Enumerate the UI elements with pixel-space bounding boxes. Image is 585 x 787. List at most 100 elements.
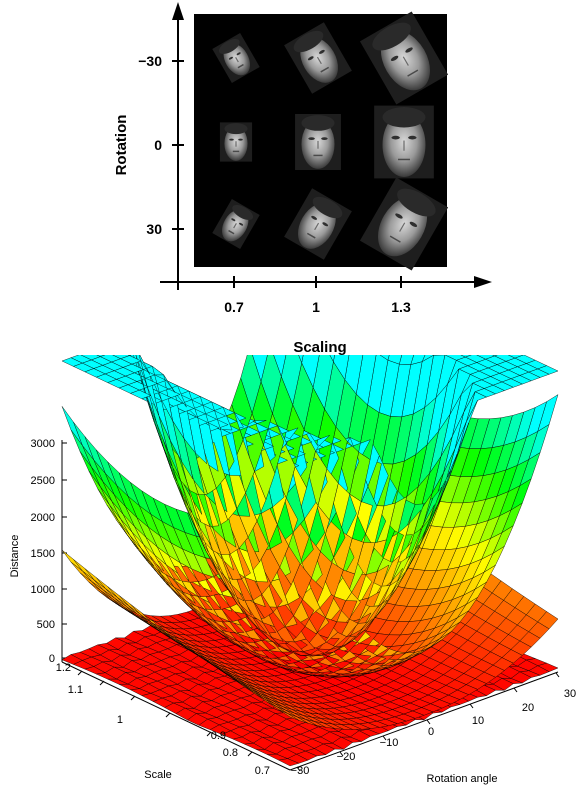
surface-patch (432, 355, 446, 356)
hair-shape (293, 30, 324, 53)
surface-patch (303, 270, 323, 279)
x-axis-arrow-icon (474, 276, 492, 288)
nose-shape (399, 222, 406, 232)
surface-patch (363, 305, 383, 314)
rotation-tick-label: 10 (472, 715, 484, 727)
surface-patch (320, 292, 340, 301)
scale-tick-label: 0.9 (211, 730, 226, 742)
surface-patch (107, 341, 127, 350)
surface-patch (127, 605, 149, 623)
surface-patch (365, 314, 385, 353)
surface-patch (354, 309, 374, 342)
eye-shape (319, 49, 325, 54)
surface-patch (61, 654, 83, 665)
nose-shape (314, 222, 320, 231)
hair-shape (301, 115, 335, 131)
y-tick-label: −30 (138, 53, 162, 69)
face-image (374, 105, 434, 179)
eye-shape (405, 47, 413, 53)
surface-patch (460, 355, 472, 358)
surface-patch (492, 344, 512, 353)
scale-tick-label: 0.7 (255, 765, 270, 777)
surface-patch (481, 339, 501, 348)
eye-shape (322, 222, 329, 227)
surface-patch (492, 355, 498, 357)
face-images (212, 11, 449, 271)
surface-patch (447, 322, 467, 331)
eye-shape (307, 56, 314, 61)
surface-patch (285, 276, 305, 285)
scale-tick-label: 1.1 (68, 684, 83, 696)
face-image (219, 122, 253, 162)
surface-patch (61, 357, 83, 367)
surface-patch (429, 329, 449, 338)
scale-tick-label: 0.8 (223, 747, 238, 759)
z-tick-label: 500 (37, 619, 55, 631)
surface-patch (424, 312, 444, 321)
z-tick-marks (62, 442, 67, 659)
rotation-tick-label: 30 (564, 688, 576, 700)
z-tick-label: 0 (49, 653, 55, 665)
surface-plot: 3000 2500 2000 1500 1000 500 0 Distance … (9, 270, 576, 785)
mouth-shape (389, 235, 401, 243)
z-axis-label: Distance (9, 535, 21, 578)
z-tick-label: 1000 (31, 584, 55, 596)
surface-patch (61, 406, 83, 446)
x-tick-label: 0.7 (224, 299, 244, 315)
eye-shape (308, 137, 315, 141)
face-image (359, 11, 449, 105)
mouth-shape (306, 232, 316, 239)
surface-patch (449, 331, 469, 340)
y-axis-label: Rotation (113, 115, 130, 176)
surface-patch (346, 283, 366, 292)
surface-patch (435, 317, 455, 326)
mouth-shape (320, 66, 330, 73)
face-image (284, 188, 352, 260)
surface-patch (308, 287, 328, 296)
rotation-tick-label: 20 (522, 702, 534, 714)
face-image (284, 22, 352, 94)
surface-patch (379, 355, 390, 361)
eye-shape (229, 138, 234, 141)
eye-shape (409, 221, 418, 228)
eye-shape (311, 215, 317, 220)
hair-shape (224, 123, 248, 135)
surface-patch (279, 288, 299, 335)
surface-patch (426, 320, 446, 329)
surface-patch (135, 355, 137, 356)
surface-patch (342, 303, 362, 327)
surface-patch (61, 549, 83, 571)
surface-patch (298, 355, 304, 364)
surface-patch (268, 283, 288, 303)
face-image (359, 177, 449, 271)
surface-patch (397, 321, 417, 330)
nose-shape (316, 56, 322, 65)
surface-patch (440, 334, 460, 343)
z-tick-label: 2500 (31, 475, 55, 487)
surface-patch (469, 333, 489, 342)
scale-tick-label: 1.2 (56, 662, 71, 674)
rotation-tick-label: −20 (337, 751, 356, 763)
surface-patch (420, 332, 440, 341)
surface-patch (378, 290, 398, 299)
y-tick-label: 30 (146, 221, 162, 237)
surface-patch (438, 326, 458, 335)
x-tick-label: 1 (312, 299, 320, 315)
scale-tick-marks (77, 670, 253, 757)
surface-patch (507, 355, 524, 359)
surface-patch (431, 338, 451, 347)
surface-patch (329, 289, 349, 298)
eye-shape (228, 56, 233, 60)
rotation-axis-label: Rotation angle (427, 773, 498, 785)
z-tick-label: 2000 (31, 512, 55, 524)
surface-patch (340, 294, 360, 303)
surface-patch (98, 345, 118, 354)
nose-shape (233, 223, 237, 229)
face-grid-panel: −30 0 30 0.7 1 1.3 Scaling Rotation (113, 2, 492, 356)
scale-axis-label: Scale (144, 769, 172, 781)
mouth-shape (407, 69, 419, 77)
rotation-tick-marks (296, 672, 560, 772)
face-image (212, 32, 260, 84)
rotation-tick-label: 0 (428, 726, 434, 738)
